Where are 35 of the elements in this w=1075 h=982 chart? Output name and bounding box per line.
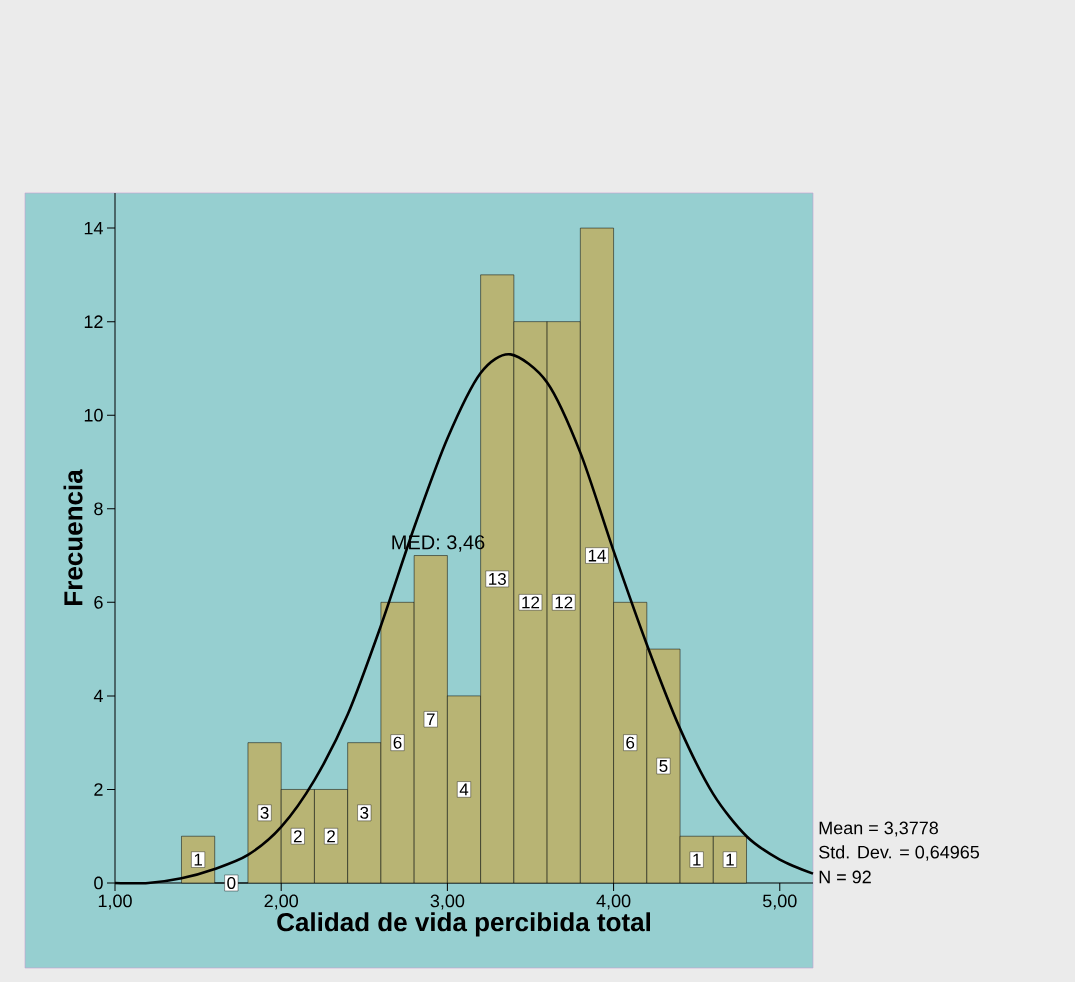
- data-label: 0: [227, 876, 236, 890]
- data-label: 7: [426, 713, 435, 726]
- data-label: 5: [659, 760, 668, 772]
- x-tick-label: 3,00: [430, 894, 465, 910]
- data-label: 6: [393, 736, 402, 749]
- data-label: 1: [726, 853, 734, 866]
- y-tick-label: 6: [94, 595, 103, 609]
- x-tick-label: 5,00: [762, 894, 797, 910]
- data-label: 14: [588, 549, 606, 562]
- text: N = 92: [819, 870, 871, 884]
- data-label: 1: [194, 853, 202, 866]
- y-tick-label: 0: [94, 876, 103, 890]
- y-tick-label: 4: [93, 689, 103, 703]
- y-tick-label: 8: [94, 502, 103, 516]
- data-label: 3: [260, 806, 269, 819]
- text: Mean = 3,3778: [819, 821, 939, 837]
- x-axis-title: Calidad de vida percibida total: [277, 912, 650, 937]
- y-tick-label: 14: [84, 221, 103, 235]
- y-tick-label: 10: [84, 408, 103, 422]
- data-label: 2: [327, 830, 335, 843]
- data-label: 6: [626, 736, 635, 749]
- data-label: 12: [522, 596, 540, 609]
- y-tick-label: 2: [94, 783, 103, 796]
- data-label: 2: [293, 830, 302, 843]
- y-axis-title: Frecuencia: [63, 469, 83, 605]
- x-tick-label: 4,00: [596, 894, 631, 910]
- data-label: 4: [459, 783, 469, 796]
- data-label: 3: [360, 806, 369, 819]
- x-tick-label: 1,00: [98, 894, 132, 910]
- data-label: 13: [489, 572, 506, 585]
- y-tick-label: 12: [84, 315, 103, 328]
- text: Std. Dev. = 0,64965: [819, 845, 980, 861]
- x-tick-label: 2,00: [264, 894, 299, 910]
- data-label: 1: [693, 853, 701, 866]
- data-label: 12: [555, 596, 573, 609]
